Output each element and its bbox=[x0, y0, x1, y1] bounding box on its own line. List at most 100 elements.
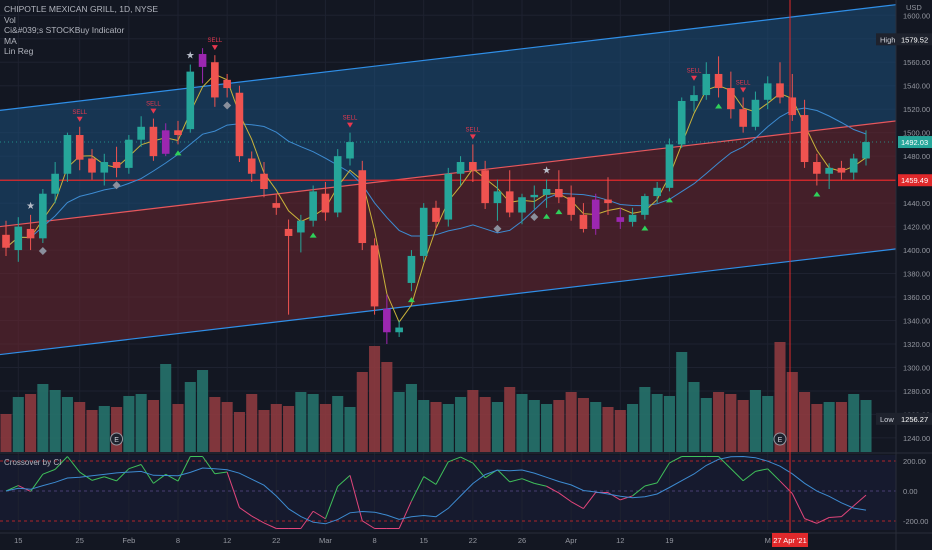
volume-bar bbox=[160, 364, 172, 452]
time-tick-label: 12 bbox=[616, 536, 624, 545]
volume-bar bbox=[590, 402, 602, 452]
oscillator-fast-line bbox=[362, 520, 375, 529]
legend-indicator: Ci&#039;s STOCKBuy Indicator bbox=[4, 25, 125, 35]
candle-body bbox=[665, 144, 674, 188]
candle-body bbox=[763, 83, 772, 100]
time-tick-label: Mar bbox=[319, 536, 332, 545]
volume-bar bbox=[98, 406, 110, 452]
candle-body bbox=[800, 115, 809, 163]
volume-bar bbox=[37, 384, 49, 452]
chart-legend: CHIPOTLE MEXICAN GRILL, 1D, NYSE Vol Ci&… bbox=[4, 4, 158, 57]
candle-body bbox=[849, 158, 858, 173]
candle-body bbox=[297, 220, 305, 233]
volume-bar bbox=[283, 406, 295, 452]
buy-arrow-icon bbox=[715, 103, 723, 109]
candle-body bbox=[333, 156, 342, 213]
time-tick-label: Feb bbox=[122, 536, 135, 545]
candle-body bbox=[530, 194, 539, 198]
volume-bar bbox=[319, 404, 331, 452]
low-badge-label: Low bbox=[880, 415, 894, 424]
candle-body bbox=[690, 95, 698, 101]
oscillator-fast-line bbox=[497, 469, 511, 483]
buy-arrow-icon bbox=[309, 232, 317, 238]
volume-bar bbox=[123, 396, 135, 452]
earnings-icon bbox=[773, 432, 787, 446]
legend-indicator: Lin Reg bbox=[4, 46, 34, 56]
oscillator-fast-line bbox=[202, 456, 216, 475]
candle-body bbox=[407, 255, 416, 283]
high-badge: High 1579.52 bbox=[876, 33, 932, 46]
low-badge: Low 1256.27 bbox=[876, 412, 932, 425]
volume-bar bbox=[405, 384, 417, 452]
volume-bar bbox=[442, 404, 454, 452]
buy-arrow-icon bbox=[665, 197, 673, 203]
candle-body bbox=[493, 191, 502, 204]
candle-body bbox=[346, 142, 354, 159]
volume-bar bbox=[577, 398, 589, 452]
candle-body bbox=[149, 126, 158, 157]
hline-price-badge: 1459.49 bbox=[898, 174, 932, 187]
oscillator-fast-line bbox=[349, 475, 363, 521]
candle-body bbox=[739, 109, 747, 127]
candle-body bbox=[456, 162, 465, 174]
volume-bar bbox=[749, 390, 761, 452]
sell-arrow-icon bbox=[76, 116, 83, 122]
volume-bar bbox=[221, 402, 233, 452]
earnings-icon bbox=[110, 432, 124, 446]
candle-body bbox=[542, 189, 551, 195]
buy-arrow-icon bbox=[641, 225, 649, 231]
sell-marker-label: SELL bbox=[343, 116, 358, 122]
volume-bar bbox=[135, 394, 147, 452]
oscillator-fast-line bbox=[239, 507, 252, 517]
buy-arrow-icon bbox=[407, 297, 415, 303]
volume-bar bbox=[774, 342, 786, 452]
volume-bar bbox=[369, 346, 381, 452]
volume-bar bbox=[762, 396, 774, 452]
price-tick-label: 1540.00 bbox=[903, 82, 930, 91]
candle-body bbox=[247, 158, 256, 174]
price-tick-label: 1560.00 bbox=[903, 58, 930, 67]
oscillator-fast-line bbox=[632, 485, 646, 497]
volume-bar bbox=[528, 400, 540, 452]
oscillator-fast-line bbox=[42, 468, 56, 475]
oscillator-fast-line bbox=[742, 470, 756, 482]
sell-marker-label: SELL bbox=[208, 38, 223, 44]
volume-bar bbox=[356, 372, 368, 452]
oscillator-fast-line bbox=[226, 471, 240, 508]
oscillator-fast-line bbox=[730, 468, 744, 482]
price-tick-label: 1300.00 bbox=[903, 363, 930, 372]
candle-body bbox=[395, 327, 403, 333]
candle-body bbox=[555, 189, 563, 198]
oscillator-fast-line bbox=[448, 456, 461, 463]
sell-marker-label: SELL bbox=[146, 102, 161, 108]
low-badge-value: 1256.27 bbox=[901, 415, 928, 424]
oscillator-fast-line bbox=[214, 471, 228, 475]
channel-lower-line bbox=[0, 248, 897, 356]
oscillator-fast-line bbox=[804, 518, 818, 524]
cursor-date-badge bbox=[772, 533, 808, 547]
volume-bar bbox=[467, 390, 479, 452]
diamond-marker-icon bbox=[493, 224, 502, 233]
price-tick-label: 1320.00 bbox=[903, 340, 930, 349]
volume-bar bbox=[418, 400, 430, 452]
earnings-label: E bbox=[778, 437, 783, 444]
volume-bar bbox=[393, 392, 405, 452]
candle-body bbox=[125, 139, 133, 168]
oscillator-fast-line bbox=[128, 464, 142, 470]
legend-indicator: Vol bbox=[4, 14, 16, 25]
oscillator-fast-line bbox=[509, 478, 523, 483]
candle-body bbox=[358, 170, 367, 244]
oscillator-fast-line bbox=[791, 493, 806, 519]
candle-body bbox=[260, 173, 268, 190]
volume-bar bbox=[0, 414, 12, 452]
volume-bar bbox=[61, 397, 73, 452]
volume-bar bbox=[12, 397, 24, 452]
star-marker-icon: ★ bbox=[26, 201, 35, 212]
last-price-badge-value-bg bbox=[898, 136, 932, 149]
diamond-marker-icon bbox=[223, 101, 232, 110]
volume-bar bbox=[602, 407, 614, 452]
diamond-marker-icon bbox=[38, 247, 47, 256]
oscillator-slow-line bbox=[5, 455, 867, 525]
volume-bar bbox=[614, 410, 626, 452]
